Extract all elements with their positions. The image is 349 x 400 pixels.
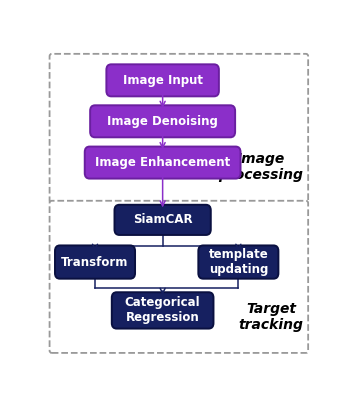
Text: SiamCAR: SiamCAR <box>133 213 192 226</box>
Text: Image Input: Image Input <box>122 74 203 87</box>
FancyBboxPatch shape <box>198 246 279 279</box>
Text: Image Denoising: Image Denoising <box>107 115 218 128</box>
FancyBboxPatch shape <box>50 54 308 203</box>
Text: Categorical
Regression: Categorical Regression <box>125 296 200 324</box>
Text: Image Enhancement: Image Enhancement <box>95 156 230 169</box>
Text: Transform: Transform <box>61 256 129 268</box>
FancyBboxPatch shape <box>55 246 135 279</box>
FancyBboxPatch shape <box>114 205 211 235</box>
FancyBboxPatch shape <box>106 64 219 96</box>
Text: template
updating: template updating <box>208 248 268 276</box>
FancyBboxPatch shape <box>90 105 235 137</box>
FancyBboxPatch shape <box>50 201 308 353</box>
FancyBboxPatch shape <box>85 146 240 178</box>
Text: Image
processing: Image processing <box>218 152 303 182</box>
Text: Target
tracking: Target tracking <box>238 302 303 332</box>
FancyBboxPatch shape <box>112 292 214 328</box>
